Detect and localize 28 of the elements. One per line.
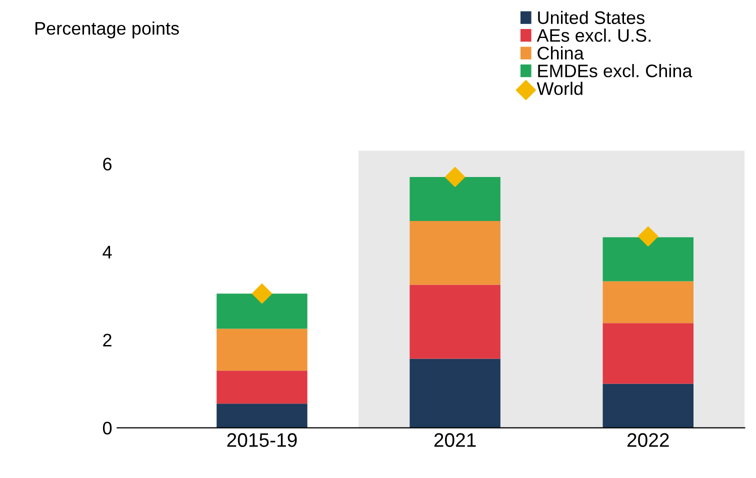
bar xyxy=(602,281,694,324)
y-tick-label: 2 xyxy=(103,334,112,346)
legend-label: EMDEs excl. China xyxy=(538,64,692,78)
legend-label: World xyxy=(536,82,582,96)
bar xyxy=(602,384,694,428)
legend-label: United States xyxy=(538,10,644,24)
bar xyxy=(410,358,500,428)
point xyxy=(638,226,658,246)
x-tick-label: 2021 xyxy=(434,433,476,447)
y-tick-label: 6 xyxy=(103,158,112,170)
y-tick-label: 0 xyxy=(102,422,112,435)
point xyxy=(252,284,272,304)
bar xyxy=(602,323,694,384)
text: Percentage points xyxy=(36,22,179,38)
bar xyxy=(216,328,308,371)
bar xyxy=(410,176,500,221)
bar xyxy=(410,284,500,359)
legend-label: China xyxy=(538,46,584,60)
bar xyxy=(216,370,308,404)
bar xyxy=(410,220,500,285)
point xyxy=(445,166,466,187)
y-tick-label: 4 xyxy=(102,246,112,258)
bar xyxy=(602,237,694,282)
bar xyxy=(216,404,308,428)
bar xyxy=(216,294,308,329)
x-tick-label: 2015-19 xyxy=(227,433,297,447)
x-tick-label: 2022 xyxy=(627,433,669,447)
legend-label: AEs excl. U.S. xyxy=(536,28,650,42)
